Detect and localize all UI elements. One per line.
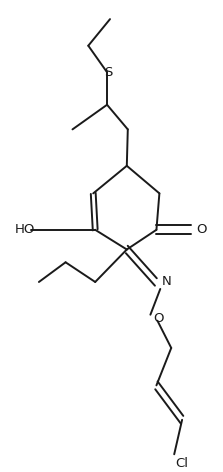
Text: HO: HO — [14, 223, 35, 236]
Text: N: N — [161, 276, 171, 288]
Text: O: O — [153, 312, 163, 325]
Text: Cl: Cl — [175, 457, 188, 470]
Text: S: S — [104, 66, 112, 79]
Text: O: O — [196, 223, 207, 236]
